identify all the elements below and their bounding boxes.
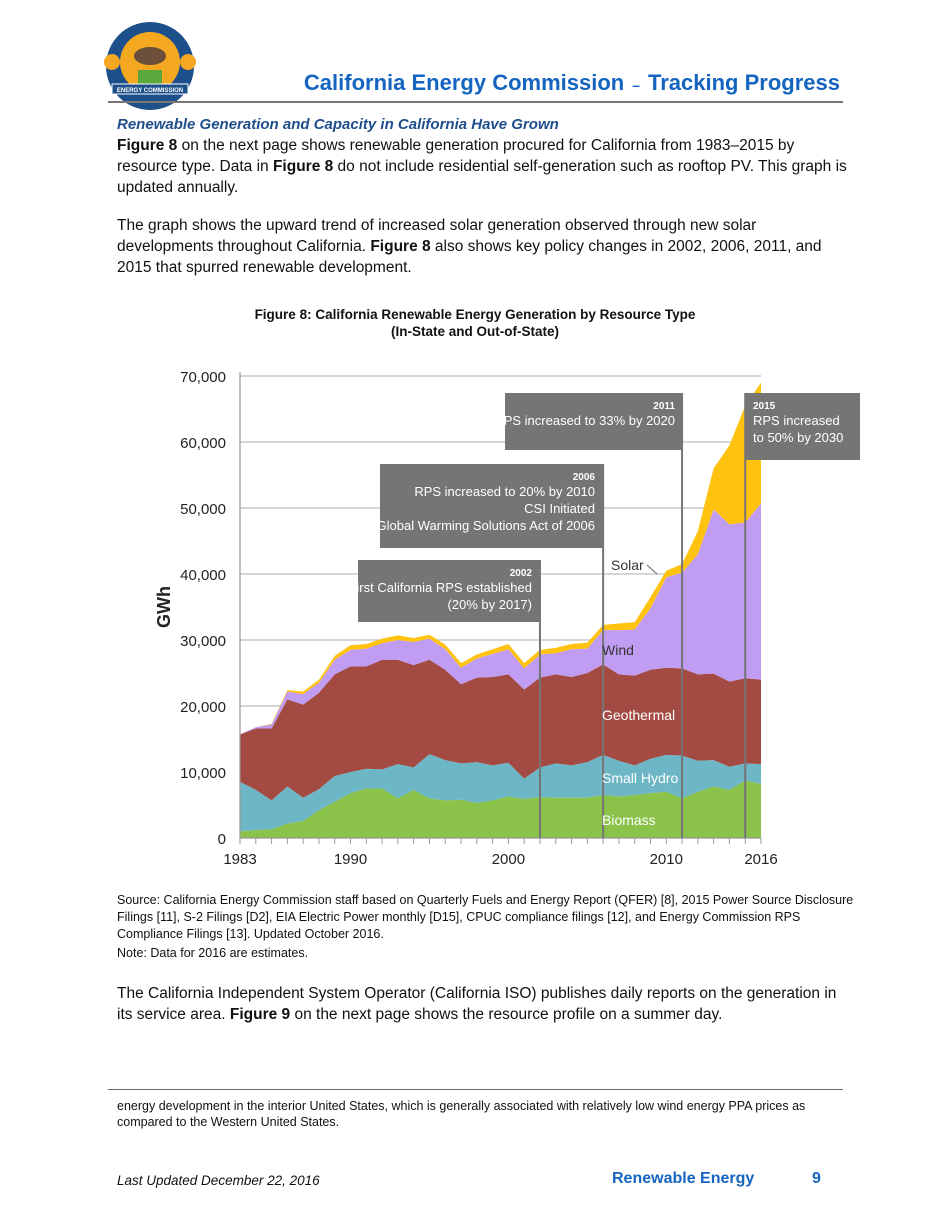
x-tick-label: 2016 xyxy=(744,851,777,868)
y-tick-label: 60,000 xyxy=(180,435,226,452)
text-run: The California Independent System Operat… xyxy=(117,985,837,1023)
figure-title-line-2: (In-State and Out-of-State) xyxy=(391,324,559,339)
y-tick-label: 20,000 xyxy=(180,699,226,716)
header-org: California Energy Commission xyxy=(303,70,625,95)
y-tick-label: 0 xyxy=(218,831,226,848)
policy-year: 2011 xyxy=(653,401,675,412)
series-label-wind: Wind xyxy=(602,642,634,658)
policy-box-2015 xyxy=(745,393,860,460)
footnote: energy development in the interior Unite… xyxy=(117,1099,806,1129)
policy-text: to 50% by 2030 xyxy=(753,430,843,445)
paragraph-2: The graph shows the upward trend of incr… xyxy=(117,215,852,278)
figure-title-line-1: Figure 8: California Renewable Energy Ge… xyxy=(254,307,696,322)
policy-text: (20% by 2017) xyxy=(447,597,532,612)
chart-svg: 0 10,000 20,000 30,000 40,000 50,000 60,000 70,… xyxy=(154,369,860,868)
policy-year: 2006 xyxy=(573,472,596,483)
page-number: 9 xyxy=(812,1170,821,1187)
footnote-divider xyxy=(108,1089,843,1090)
series-label-geothermal: Geothermal xyxy=(602,707,675,723)
y-tick-label: 30,000 xyxy=(180,633,226,650)
policy-box-2006 xyxy=(380,464,603,548)
x-tick-label: 2010 xyxy=(650,851,683,868)
x-tick-label: 2000 xyxy=(492,851,525,868)
y-tick-label: 40,000 xyxy=(180,567,226,584)
figure-title: Figure 8: California Renewable Energy Ge… xyxy=(200,306,750,340)
figure-reference: Figure 8 xyxy=(370,238,431,255)
x-tick-label: 1990 xyxy=(334,851,367,868)
figure-note: Note: Data for 2016 are estimates. xyxy=(117,946,309,960)
header-separator: – xyxy=(632,77,641,93)
section-heading: Renewable Generation and Capacity in Cal… xyxy=(117,116,559,133)
y-tick-label: 70,000 xyxy=(180,369,226,386)
text-run: The graph shows the upward trend of incr… xyxy=(117,217,757,255)
svg-text:ENERGY COMMISSION: ENERGY COMMISSION xyxy=(117,88,183,94)
policy-text: CSI Initiated xyxy=(524,501,595,516)
y-axis-label: GWh xyxy=(154,586,174,628)
series-label-solar: Solar xyxy=(611,557,644,573)
policy-text: First California RPS established xyxy=(348,580,532,595)
figure-source: Source: California Energy Commission sta… xyxy=(117,893,854,941)
header-report: Tracking Progress xyxy=(648,70,840,95)
policy-text: RPS increased to 33% by 2020 xyxy=(494,413,675,428)
area-solar xyxy=(240,382,761,735)
y-tick-label: 10,000 xyxy=(180,765,226,782)
last-updated: Last Updated December 22, 2016 xyxy=(117,1173,320,1188)
figure-reference: Figure 9 xyxy=(229,1006,291,1023)
header-divider xyxy=(108,101,843,103)
area-small-hydro xyxy=(240,754,761,832)
policy-year: 2002 xyxy=(510,568,533,579)
area-wind xyxy=(240,503,761,735)
area-biomass xyxy=(240,780,761,838)
text-run: do not include residential self-generati… xyxy=(117,158,847,196)
policy-text: RPS increased to 20% by 2010 xyxy=(414,484,595,499)
figure-reference: Figure 8 xyxy=(117,137,178,154)
x-tick-label: 1983 xyxy=(223,851,256,868)
text-run: on the next page shows renewable generat… xyxy=(117,137,795,175)
footer-section: Renewable Energy xyxy=(612,1170,755,1187)
policy-box-2011 xyxy=(505,393,683,450)
paragraph-1: Figure 8 on the next page shows renewabl… xyxy=(117,135,852,198)
policy-box-2002 xyxy=(358,560,540,622)
text-run: also shows key policy changes in 2002, 2… xyxy=(117,238,822,276)
energy-commission-logo: ENERGY COMMISSION xyxy=(100,18,200,116)
header-title: California Energy Commission – Tracking Pr… xyxy=(300,70,840,96)
figure-reference: Figure 8 xyxy=(272,158,334,175)
series-label-biomass: Biomass xyxy=(602,812,656,828)
policy-text: Global Warming Solutions Act of 2006 xyxy=(377,518,595,533)
series-label-small-hydro: Small Hydro xyxy=(602,770,678,786)
policy-text: RPS increased xyxy=(753,413,840,428)
text-run: on the next page shows the resource prof… xyxy=(290,1006,723,1023)
solar-label-leader xyxy=(646,564,658,575)
renewable-generation-chart: 0 10,000 20,000 30,000 40,000 50,000 60,000 70,… xyxy=(130,360,870,870)
paragraph-3: The California Independent System Operat… xyxy=(117,983,852,1025)
policy-year: 2015 xyxy=(753,401,776,412)
y-tick-label: 50,000 xyxy=(180,501,226,518)
area-geothermal xyxy=(240,659,761,801)
